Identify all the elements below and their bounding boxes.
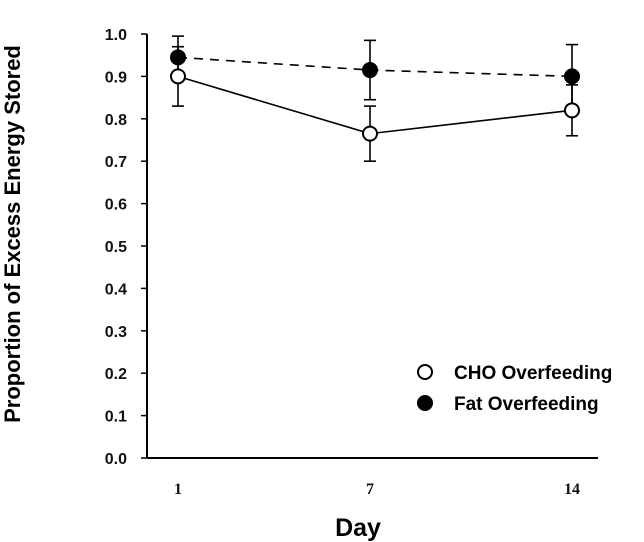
y-ticks: 0.0 0.1 0.2 0.3 0.4 0.5 0.6 0.7 0.8 0.9 1.0 [105, 27, 147, 468]
y-tick-label: 1.0 [105, 27, 127, 44]
x-tick-label: 1 [174, 481, 182, 498]
y-tick-label: 0.0 [105, 451, 127, 468]
y-tick-label: 0.5 [105, 239, 127, 256]
series-line [177, 75, 573, 135]
x-tick-label: 7 [366, 481, 374, 498]
legend-label-fat: Fat Overfeeding [454, 394, 599, 415]
x-ticks: 1 7 14 [174, 481, 580, 498]
y-axis-title: Proportion of Excess Energy Stored [0, 45, 25, 423]
x-axis-title: Day [335, 514, 381, 542]
legend-label-cho: CHO Overfeeding [454, 363, 612, 384]
y-tick-label: 0.9 [105, 69, 127, 86]
fat-data-point [362, 62, 378, 79]
legend-marker-fat [417, 395, 433, 411]
fat-data-point [564, 68, 580, 85]
y-tick-label: 0.3 [105, 324, 127, 341]
y-tick-label: 0.4 [105, 281, 127, 298]
fat-data-point [170, 49, 186, 66]
y-tick-label: 0.7 [105, 154, 127, 171]
series-layer [170, 35, 580, 162]
y-tick-label: 0.6 [105, 197, 127, 214]
x-tick-label: 14 [564, 481, 580, 498]
y-tick-label: 0.1 [105, 409, 127, 426]
legend-marker-cho [417, 364, 433, 380]
legend: CHO Overfeeding Fat Overfeeding [417, 363, 612, 415]
y-tick-label: 0.8 [105, 112, 127, 129]
cho-data-point [564, 102, 580, 119]
cho-data-point [362, 125, 378, 142]
y-tick-label: 0.2 [105, 366, 127, 383]
cho-data-point [170, 68, 186, 85]
